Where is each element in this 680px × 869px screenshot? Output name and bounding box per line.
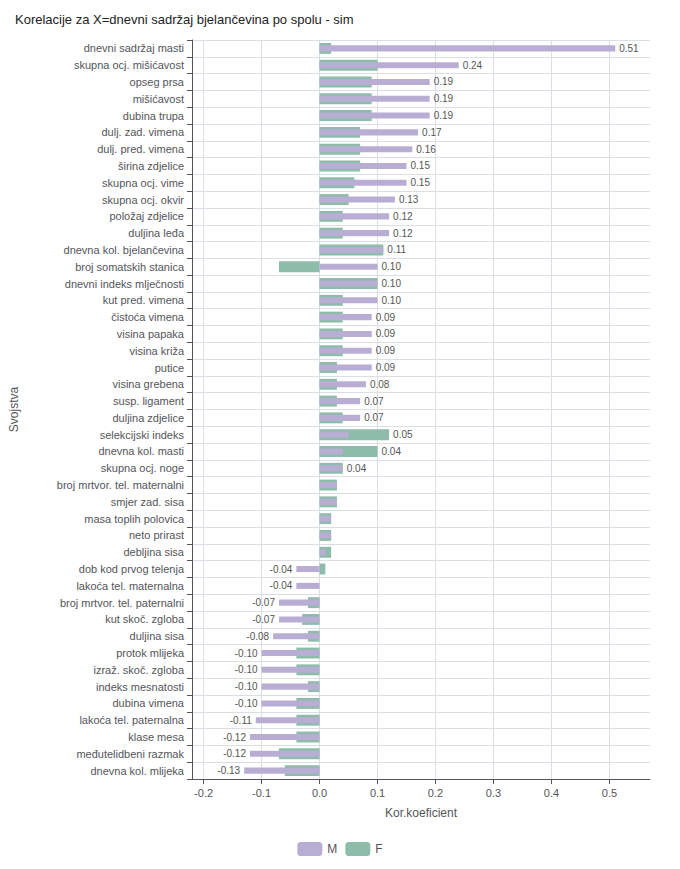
svg-text:0.09: 0.09 <box>376 328 396 339</box>
svg-text:0.2: 0.2 <box>428 787 443 799</box>
svg-text:0.24: 0.24 <box>463 60 483 71</box>
svg-text:0.1: 0.1 <box>370 787 385 799</box>
svg-text:neto prirast: neto prirast <box>129 529 184 541</box>
svg-text:M: M <box>327 842 337 856</box>
svg-text:skupna ocj. vime: skupna ocj. vime <box>102 177 184 189</box>
svg-text:broj mrtvor. tel. paternalni: broj mrtvor. tel. paternalni <box>60 597 184 609</box>
svg-text:0.5: 0.5 <box>602 787 617 799</box>
svg-text:-0.10: -0.10 <box>235 698 258 709</box>
svg-text:dnevna kol. mlijeka: dnevna kol. mlijeka <box>90 765 184 777</box>
svg-text:-0.04: -0.04 <box>270 580 293 591</box>
svg-text:0.15: 0.15 <box>411 160 431 171</box>
svg-text:0.13: 0.13 <box>399 194 419 205</box>
svg-text:-0.04: -0.04 <box>270 564 293 575</box>
svg-text:dulj. zad. vimena: dulj. zad. vimena <box>101 126 184 138</box>
svg-text:0.19: 0.19 <box>434 93 454 104</box>
svg-text:-0.10: -0.10 <box>235 681 258 692</box>
svg-text:0.07: 0.07 <box>364 396 384 407</box>
svg-text:skupna ocj. okvir: skupna ocj. okvir <box>102 194 184 206</box>
svg-text:putice: putice <box>155 362 184 374</box>
svg-text:Kor.koeficient: Kor.koeficient <box>385 806 458 820</box>
svg-text:kut pred. vimena: kut pred. vimena <box>103 294 185 306</box>
svg-text:0.10: 0.10 <box>382 278 402 289</box>
svg-text:lakoća tel. maternalna: lakoća tel. maternalna <box>76 580 184 592</box>
svg-text:skupna ocj. mišićavost: skupna ocj. mišićavost <box>74 59 184 71</box>
svg-text:broj mrtvor. tel. maternalni: broj mrtvor. tel. maternalni <box>57 479 184 491</box>
svg-text:0.16: 0.16 <box>416 144 436 155</box>
svg-text:-0.08: -0.08 <box>246 631 269 642</box>
svg-text:dob kod prvog telenja: dob kod prvog telenja <box>79 563 185 575</box>
svg-text:-0.10: -0.10 <box>235 664 258 675</box>
svg-text:smjer zad. sisa: smjer zad. sisa <box>111 496 185 508</box>
svg-text:0.09: 0.09 <box>376 345 396 356</box>
svg-text:0.15: 0.15 <box>411 177 431 188</box>
svg-text:0.09: 0.09 <box>376 312 396 323</box>
svg-text:čistоća vimena: čistоća vimena <box>111 311 185 323</box>
svg-text:dnevni indeks mlječnosti: dnevni indeks mlječnosti <box>65 278 184 290</box>
svg-text:Korelacije za X=dnevni sadržaj: Korelacije za X=dnevni sadržaj bjelančev… <box>15 12 354 27</box>
svg-text:skupna ocj. noge: skupna ocj. noge <box>101 462 184 474</box>
svg-text:0.17: 0.17 <box>422 127 442 138</box>
svg-text:debljina sisa: debljina sisa <box>123 546 184 558</box>
svg-text:0.08: 0.08 <box>370 379 390 390</box>
svg-text:0.19: 0.19 <box>434 76 454 87</box>
svg-text:dnevna kol. masti: dnevna kol. masti <box>98 445 184 457</box>
svg-text:F: F <box>375 842 382 856</box>
svg-text:0.12: 0.12 <box>393 211 413 222</box>
svg-text:-0.10: -0.10 <box>235 648 258 659</box>
svg-text:opseg prsa: opseg prsa <box>130 76 185 88</box>
svg-text:-0.13: -0.13 <box>217 765 240 776</box>
svg-text:0.04: 0.04 <box>347 463 367 474</box>
svg-text:masa toplih polovica: masa toplih polovica <box>84 513 185 525</box>
svg-text:broj somatskih stanica: broj somatskih stanica <box>75 261 185 273</box>
svg-text:međutelidbeni razmak: međutelidbeni razmak <box>76 748 184 760</box>
svg-text:0.12: 0.12 <box>393 228 413 239</box>
svg-text:duljina zdjelice: duljina zdjelice <box>112 412 184 424</box>
svg-text:klase mesa: klase mesa <box>128 731 185 743</box>
svg-text:-0.12: -0.12 <box>223 732 246 743</box>
svg-text:Svojstva: Svojstva <box>7 387 21 433</box>
svg-text:visina grebena: visina grebena <box>112 378 184 390</box>
svg-text:0.4: 0.4 <box>544 787 559 799</box>
svg-text:0.19: 0.19 <box>434 110 454 121</box>
svg-text:dnevni sadržaj masti: dnevni sadržaj masti <box>84 42 184 54</box>
svg-text:duljina leđa: duljina leđa <box>128 227 185 239</box>
svg-text:0.51: 0.51 <box>619 43 639 54</box>
svg-text:-0.11: -0.11 <box>230 715 252 726</box>
svg-text:protok mlijeka: protok mlijeka <box>116 647 185 659</box>
svg-text:0.10: 0.10 <box>382 261 402 272</box>
svg-text:-0.1: -0.1 <box>252 787 271 799</box>
svg-text:0.09: 0.09 <box>376 362 396 373</box>
svg-text:0.07: 0.07 <box>364 412 384 423</box>
svg-text:-0.07: -0.07 <box>252 597 275 608</box>
svg-text:susp. ligament: susp. ligament <box>113 395 184 407</box>
svg-text:selekcijski indeks: selekcijski indeks <box>100 429 185 441</box>
svg-text:-0.2: -0.2 <box>194 787 213 799</box>
svg-text:dnevna kol. bjelančevina: dnevna kol. bjelančevina <box>64 244 185 256</box>
svg-text:lakoća tel. paternalna: lakoća tel. paternalna <box>79 714 184 726</box>
svg-text:0.10: 0.10 <box>382 295 402 306</box>
svg-text:indeks mesnatosti: indeks mesnatosti <box>96 681 184 693</box>
svg-text:duljina sisa: duljina sisa <box>130 630 185 642</box>
svg-text:0.0: 0.0 <box>312 787 327 799</box>
svg-text:0.05: 0.05 <box>393 429 413 440</box>
svg-text:0.11: 0.11 <box>387 244 406 255</box>
svg-text:0.04: 0.04 <box>382 446 402 457</box>
svg-text:izraž. skoč. zgloba: izraž. skoč. zgloba <box>94 664 185 676</box>
svg-text:dubina trupa: dubina trupa <box>123 110 185 122</box>
svg-text:dulj. pred. vimena: dulj. pred. vimena <box>97 143 185 155</box>
svg-text:kut skoč. zgloba: kut skoč. zgloba <box>105 613 185 625</box>
svg-text:položaj zdjelice: položaj zdjelice <box>109 210 184 222</box>
svg-text:-0.07: -0.07 <box>252 614 275 625</box>
svg-text:mišićavost: mišićavost <box>133 93 184 105</box>
svg-text:dubina vimena: dubina vimena <box>112 697 184 709</box>
svg-text:-0.12: -0.12 <box>223 748 246 759</box>
svg-text:0.3: 0.3 <box>486 787 501 799</box>
svg-text:visina papaka: visina papaka <box>117 328 185 340</box>
svg-text:visina križa: visina križa <box>130 345 185 357</box>
svg-text:širina zdjelice: širina zdjelice <box>118 160 184 172</box>
